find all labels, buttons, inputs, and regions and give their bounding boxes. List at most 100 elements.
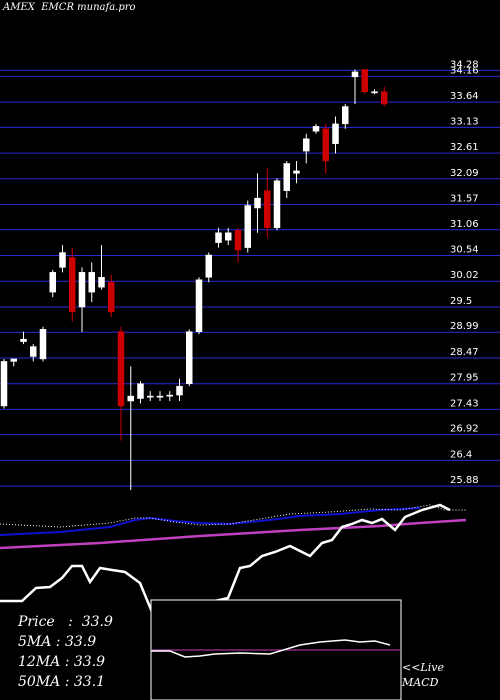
candle-body (351, 71, 359, 78)
candle-body (195, 279, 203, 332)
macd-signal-line (151, 639, 391, 658)
stat-5ma: 5MA : 33.9 (18, 634, 97, 650)
candle-body (137, 383, 144, 399)
stats-panel: Price : 33.9 5MA : 33.9 12MA : 33.9 50MA… (18, 612, 113, 692)
candle (381, 86, 388, 107)
candle-body (254, 197, 261, 209)
tick-label: 25.88 (450, 475, 479, 486)
candle (117, 326, 125, 441)
candle (312, 123, 320, 134)
candle-body (49, 272, 56, 293)
candle (195, 277, 203, 335)
ticker-label: EMCR (41, 2, 74, 13)
candle (254, 173, 261, 233)
candle-body (117, 331, 125, 407)
candle-body (147, 395, 154, 398)
tick-label: 34.16 (450, 65, 479, 76)
candles (0, 69, 388, 491)
candle-body (312, 126, 320, 132)
candle-body (234, 230, 242, 251)
tick-label: 31.57 (450, 194, 479, 205)
tick-label: 28.47 (450, 347, 479, 358)
tick-label: 27.43 (450, 398, 479, 409)
candle (234, 227, 242, 263)
candle (293, 160, 300, 184)
candle (49, 269, 56, 298)
tick-label: 26.92 (450, 424, 479, 435)
candle (156, 391, 164, 402)
candle (39, 326, 47, 362)
tick-label: 30.54 (450, 245, 479, 256)
candle (322, 123, 329, 174)
stat-12ma: 12MA : 33.9 (18, 654, 106, 670)
candle (186, 329, 193, 387)
candle-body (166, 394, 173, 397)
candle-body (10, 358, 17, 362)
candle (225, 227, 232, 246)
tick-label: 34.28 (450, 59, 479, 70)
tick-label: 32.61 (450, 142, 479, 153)
candle (147, 391, 154, 402)
ma-slow-line (0, 518, 467, 550)
candle-body (322, 128, 329, 162)
stat-price: Price : 33.9 (18, 614, 113, 630)
candle-body (371, 91, 378, 94)
ma-blue-line (0, 507, 421, 536)
candle (332, 116, 339, 154)
candle (303, 133, 310, 164)
candle-body (342, 106, 349, 125)
candle-body (361, 69, 368, 92)
candle (244, 200, 251, 253)
macd-trend-line (0, 503, 451, 618)
ma-dotted-line (0, 504, 466, 528)
tick-label: 32.09 (450, 168, 479, 179)
candle-body (186, 331, 193, 384)
candle-body (69, 257, 76, 313)
candle (215, 227, 222, 248)
candle (342, 104, 349, 129)
indicator-panel (0, 503, 467, 700)
candle (0, 358, 8, 409)
candle (20, 331, 27, 345)
macd-label: <<Live MACD (402, 661, 444, 689)
site-label: munafa.pro (77, 2, 136, 13)
candle-body (20, 338, 27, 342)
candle-body (215, 232, 222, 243)
candle (361, 69, 368, 95)
candle-body (176, 385, 183, 396)
candle-body (283, 163, 290, 191)
candle (88, 262, 95, 303)
tick-label: 33.64 (450, 91, 479, 102)
candle (78, 267, 86, 332)
candle (205, 252, 212, 283)
tick-label: 28.99 (450, 321, 479, 332)
candle-body (88, 272, 95, 293)
candle-body (293, 170, 300, 174)
candle (264, 168, 271, 238)
candle-body (0, 361, 8, 407)
chart-header: AMEX EMCR munafa.pro (3, 2, 136, 13)
candle-body (381, 91, 388, 105)
tick-label: 33.13 (450, 116, 479, 127)
candle-body (225, 232, 232, 241)
candle (371, 89, 378, 95)
candle (59, 245, 66, 273)
candle-body (59, 252, 66, 268)
candle-body (273, 180, 281, 229)
candle-body (303, 138, 310, 152)
stat-50ma: 50MA : 33.1 (18, 674, 106, 690)
candle-body (244, 205, 251, 248)
candle (108, 274, 115, 317)
candle-body (332, 123, 339, 144)
candle (98, 245, 105, 290)
candle (351, 69, 359, 105)
candle-body (78, 272, 86, 308)
candle-body (127, 395, 134, 402)
candle (137, 381, 144, 404)
candle (283, 160, 290, 199)
tick-label: 31.06 (450, 219, 479, 230)
tick-label: 30.02 (450, 270, 479, 281)
candle (273, 178, 281, 231)
